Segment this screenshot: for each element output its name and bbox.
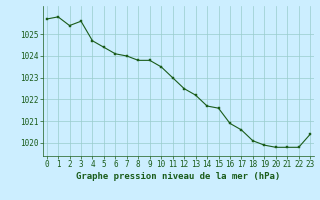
X-axis label: Graphe pression niveau de la mer (hPa): Graphe pression niveau de la mer (hPa) bbox=[76, 172, 281, 181]
